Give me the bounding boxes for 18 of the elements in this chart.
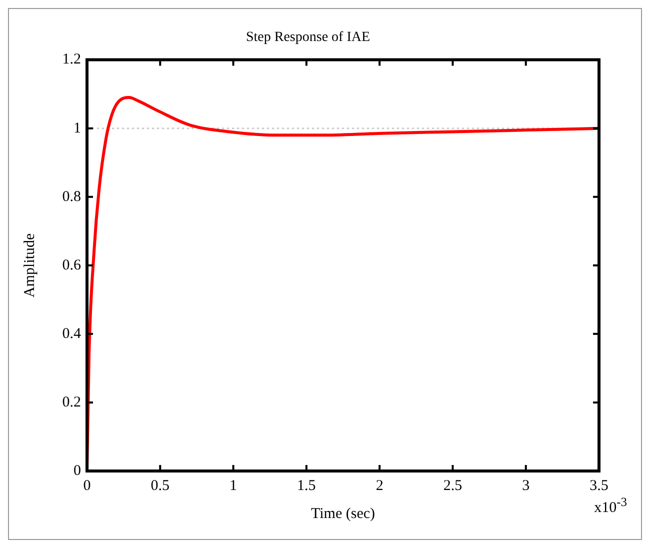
x-tick-label: 1.5: [297, 478, 316, 494]
x-tick-label: 1: [230, 478, 238, 494]
y-tick-label: 0: [74, 462, 81, 479]
chart-title: Step Response of IAE: [246, 30, 370, 46]
x-tick-label: 3: [522, 478, 530, 494]
x-axis-title: Time (sec): [310, 506, 376, 522]
y-tick-label: 0.2: [62, 394, 81, 410]
x-tick-label: 0.5: [150, 478, 170, 494]
y-axis-title: Amplitude: [22, 232, 38, 298]
x-tick-label: 3.5: [590, 478, 608, 494]
y-tick-label: 0.4: [62, 326, 82, 342]
x-tick-label: 2.5: [443, 478, 462, 494]
text: x10$^{-3}$: [594, 495, 627, 517]
y-tick-label: 1: [74, 120, 81, 136]
x-tick-label: 2: [376, 478, 384, 494]
y-tick-label: 0.8: [62, 188, 81, 205]
y-tick-label: 1.2: [62, 52, 81, 68]
y-tick-label: 0.6: [62, 257, 82, 274]
